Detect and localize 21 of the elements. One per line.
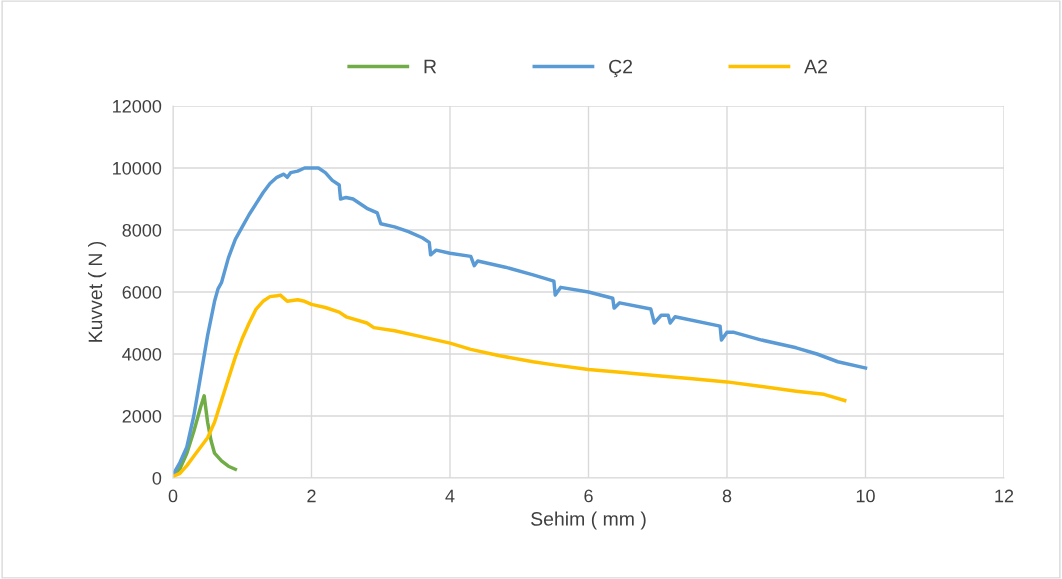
x-tick-label: 4: [445, 489, 455, 503]
x-tick-label: 2: [307, 489, 316, 503]
y-tick-label: 12000: [113, 99, 162, 113]
y-tick-label: 4000: [122, 347, 162, 361]
legend-label: A2: [804, 59, 827, 74]
y-tick-label: 8000: [122, 223, 162, 237]
y-tick-label: 6000: [122, 285, 162, 299]
legend-label: Ç2: [609, 59, 633, 78]
x-tick-label: 0: [168, 489, 178, 503]
legend-label: R: [424, 59, 437, 74]
x-tick-label: 10: [856, 489, 875, 503]
y-axis-title: Kuvvet ( N ): [88, 241, 107, 342]
x-tick-label: 12: [995, 489, 1014, 503]
y-tick-label: 10000: [113, 161, 162, 175]
x-tick-label: 8: [722, 489, 732, 503]
x-axis-title: Sehim ( mm ): [531, 511, 646, 530]
x-tick-label: 6: [584, 489, 593, 503]
y-tick-label: 0: [152, 471, 162, 485]
y-tick-label: 2000: [122, 409, 162, 423]
line-series: [173, 166, 868, 477]
line-series: [173, 293, 847, 478]
